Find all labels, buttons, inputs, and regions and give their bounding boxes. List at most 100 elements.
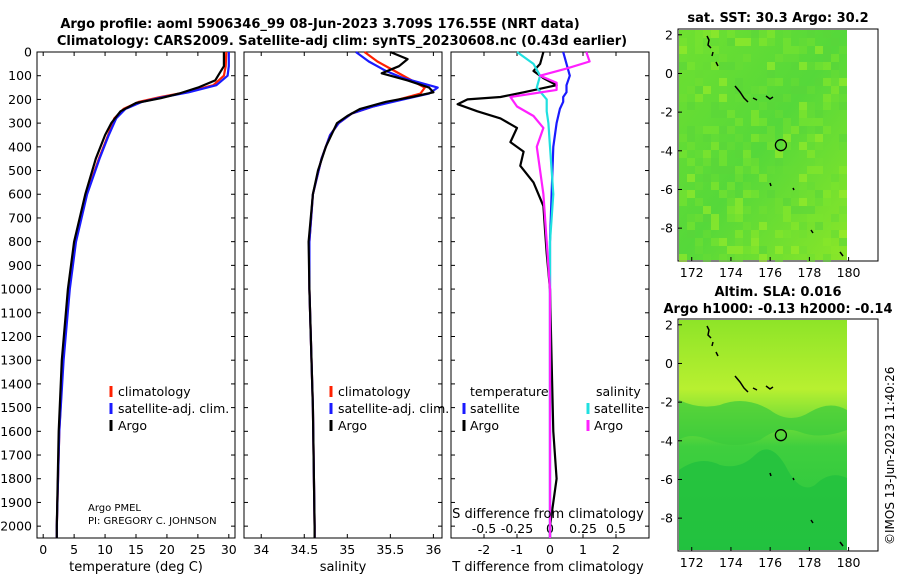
x-tick-label: 5 — [70, 542, 78, 557]
sst-pixel — [831, 62, 839, 70]
map-y-tick-label: -2 — [661, 395, 673, 410]
sst-pixel — [791, 246, 799, 254]
sst-pixel — [839, 214, 847, 222]
sst-pixel — [767, 30, 775, 38]
y-tick-label: 900 — [8, 258, 32, 273]
sst-pixel — [759, 174, 767, 182]
sst-pixel — [695, 246, 703, 254]
sst-pixel — [695, 86, 703, 94]
sst-pixel — [695, 126, 703, 134]
x-tick-label: 1 — [579, 542, 587, 557]
sst-pixel — [791, 78, 799, 86]
sst-pixel — [743, 38, 751, 46]
y-tick-label: 1300 — [0, 353, 32, 368]
sst-pixel — [823, 54, 831, 62]
sst-pixel — [767, 190, 775, 198]
sst-pixel — [759, 222, 767, 230]
sst-pixel — [759, 254, 767, 262]
sst-pixel — [735, 54, 743, 62]
y-tick-label: 200 — [8, 92, 32, 107]
x-tick-label: 20 — [159, 542, 175, 557]
sst-pixel — [799, 126, 807, 134]
sst-pixel — [695, 38, 703, 46]
sst-pixel — [775, 54, 783, 62]
map-x-tick-label: 174 — [719, 265, 743, 280]
sst-pixel — [807, 110, 815, 118]
sst-pixel — [719, 254, 727, 262]
sst-pixel — [807, 214, 815, 222]
sst-pixel — [703, 134, 711, 142]
sst-pixel — [831, 182, 839, 190]
sst-pixel — [783, 230, 791, 238]
series-line-argo — [307, 50, 435, 538]
sst-pixel — [735, 230, 743, 238]
sst-pixel — [711, 110, 719, 118]
sst-pixel — [839, 46, 847, 54]
sst-pixel — [743, 190, 751, 198]
sst-pixel — [839, 134, 847, 142]
legend-title-salinity: salinity — [596, 384, 641, 399]
sst-pixel — [711, 46, 719, 54]
sst-pixel — [775, 150, 783, 158]
credit-line1: Argo PMEL — [88, 503, 141, 514]
sst-pixel — [711, 222, 719, 230]
salinity-diff-tick-label: 0.25 — [569, 521, 597, 536]
sst-pixel — [743, 142, 751, 150]
sst-pixel — [791, 190, 799, 198]
sst-pixel — [703, 174, 711, 182]
sst-pixel — [831, 246, 839, 254]
sst-pixel — [775, 94, 783, 102]
sst-pixel — [719, 126, 727, 134]
sst-pixel — [679, 198, 687, 206]
sst-pixel — [799, 46, 807, 54]
sst-pixel — [695, 214, 703, 222]
sst-pixel — [791, 206, 799, 214]
x-tick-label: 36 — [425, 542, 441, 557]
sst-pixel — [711, 134, 719, 142]
sst-pixel — [799, 150, 807, 158]
sst-pixel — [687, 102, 695, 110]
difference-xlabel-top: S difference from climatology — [452, 507, 644, 522]
sst-pixel — [687, 86, 695, 94]
sst-pixel — [759, 246, 767, 254]
sst-pixel — [735, 206, 743, 214]
map-x-tick-label: 178 — [797, 555, 821, 570]
sst-map-ticks: 172 174 176 178 180 2 0 -2 -4 -6 -8 — [661, 27, 861, 280]
sst-pixel — [695, 182, 703, 190]
sla-map-ticks: 172 174 176 178 180 2 0 -2 -4 -6 -8 — [661, 317, 861, 570]
map-y-tick-label: 0 — [665, 66, 673, 81]
sst-pixel — [687, 62, 695, 70]
sst-pixel — [703, 30, 711, 38]
sst-pixel — [807, 118, 815, 126]
sst-pixel — [799, 182, 807, 190]
x-tick-label: 35.5 — [376, 542, 404, 557]
sst-pixel — [703, 230, 711, 238]
sst-pixel — [839, 166, 847, 174]
sst-pixel — [783, 54, 791, 62]
sst-pixel — [799, 142, 807, 150]
sst-pixel — [799, 222, 807, 230]
sst-pixel — [831, 230, 839, 238]
temperature-xlabel: temperature (deg C) — [69, 560, 203, 575]
sst-pixel — [799, 102, 807, 110]
sst-pixel — [687, 134, 695, 142]
sst-pixel — [727, 166, 735, 174]
sst-pixel — [767, 70, 775, 78]
salinity-diff-tick-label: -0.25 — [501, 521, 533, 536]
y-tick-label: 1500 — [0, 400, 32, 415]
sst-pixel — [727, 38, 735, 46]
sst-pixel — [799, 198, 807, 206]
sst-pixel — [767, 134, 775, 142]
sst-pixel — [711, 214, 719, 222]
y-tick-label: 700 — [8, 210, 32, 225]
x-tick-label: 15 — [128, 542, 144, 557]
y-tick-label: 800 — [8, 234, 32, 249]
x-tick-label: 30 — [221, 542, 237, 557]
series-line-climatology — [308, 51, 426, 538]
sst-pixel — [775, 246, 783, 254]
sst-pixel — [703, 62, 711, 70]
map-x-tick-label: 174 — [719, 555, 743, 570]
sst-pixel — [831, 94, 839, 102]
sst-pixel — [735, 150, 743, 158]
sst-pixel — [783, 246, 791, 254]
